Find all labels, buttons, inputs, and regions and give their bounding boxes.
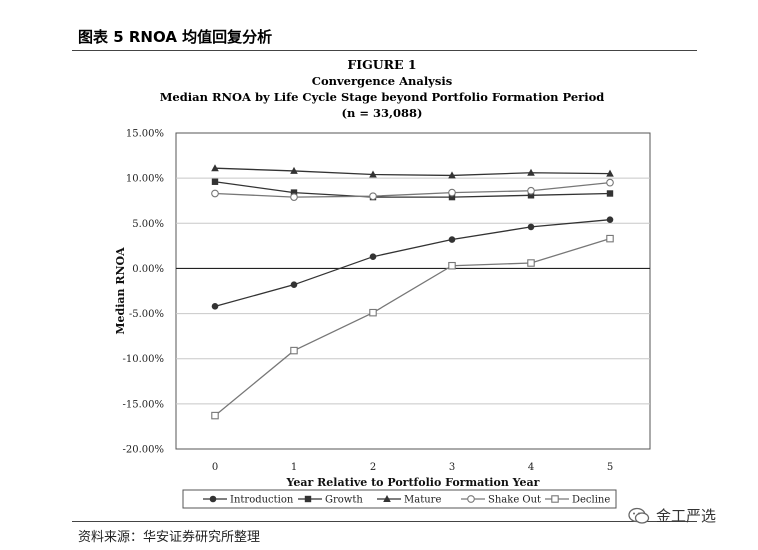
data-point-introduction xyxy=(211,303,219,310)
data-point-introduction xyxy=(527,223,535,231)
data-point-mature xyxy=(369,170,377,178)
legend-marker-shake-out xyxy=(467,495,475,503)
data-point-mature xyxy=(527,168,535,176)
x-tick-label: 0 xyxy=(212,462,218,473)
plot-frame xyxy=(175,132,651,450)
data-point-decline xyxy=(290,346,298,355)
data-point-shake-out xyxy=(369,192,377,201)
x-tick-label: 4 xyxy=(528,462,534,473)
x-axis-label: Year Relative to Portfolio Formation Yea… xyxy=(286,476,540,489)
data-point-growth xyxy=(290,189,298,196)
legend-label-shake-out: Shake Out xyxy=(488,495,541,506)
y-tick-label: 0.00% xyxy=(132,264,164,275)
data-point-mature xyxy=(448,171,456,179)
chart-subtitle-1: Convergence Analysis xyxy=(312,74,452,88)
data-point-introduction xyxy=(369,253,377,260)
y-tick-label: -15.00% xyxy=(122,399,164,410)
series-line-growth xyxy=(214,181,611,198)
data-point-shake-out xyxy=(527,186,535,195)
watermark-text: 金工严选 xyxy=(656,507,717,525)
y-tick-label: -5.00% xyxy=(129,309,164,320)
data-point-decline xyxy=(211,411,219,420)
legend-marker-mature xyxy=(383,495,391,502)
series-line-introduction xyxy=(214,219,611,307)
data-point-decline xyxy=(369,308,377,317)
chart-subtitle-3: (n = 33,088) xyxy=(342,106,423,120)
legend-label-introduction: Introduction xyxy=(230,495,294,506)
data-point-growth xyxy=(211,178,219,185)
data-point-shake-out xyxy=(606,178,614,187)
legend-marker-introduction xyxy=(209,495,217,503)
bottom-divider xyxy=(72,521,697,522)
data-point-shake-out xyxy=(448,188,456,197)
wechat-icon xyxy=(628,507,650,524)
data-point-introduction xyxy=(290,281,298,288)
y-tick-label: 5.00% xyxy=(132,219,164,230)
data-point-mature xyxy=(290,166,298,174)
y-tick-label: -10.00% xyxy=(122,354,164,365)
x-tick-label: 1 xyxy=(291,462,297,473)
data-point-decline xyxy=(606,234,614,243)
data-point-mature xyxy=(211,164,219,172)
data-point-decline xyxy=(527,259,535,267)
legend-label-decline: Decline xyxy=(572,495,610,506)
watermark: 金工严选 xyxy=(628,505,716,526)
chart-subtitle-2: Median RNOA by Life Cycle Stage beyond P… xyxy=(160,90,605,104)
y-tick-label: 15.00% xyxy=(126,129,164,140)
series-line-decline xyxy=(214,238,611,417)
y-tick-label: -20.00% xyxy=(122,445,164,456)
legend-label-mature: Mature xyxy=(404,495,441,506)
source-note: 资料来源：华安证券研究所整理 xyxy=(78,530,261,545)
y-axis-label: Median RNOA xyxy=(114,247,127,335)
data-point-growth xyxy=(606,190,614,197)
data-point-shake-out xyxy=(290,193,298,201)
data-point-growth xyxy=(448,193,456,201)
x-tick-label: 3 xyxy=(449,462,455,473)
series-line-shake-out xyxy=(214,182,611,198)
data-point-introduction xyxy=(448,236,456,243)
data-point-decline xyxy=(448,261,456,270)
top-divider xyxy=(72,50,697,51)
legend-marker-growth xyxy=(304,495,312,503)
x-tick-label: 5 xyxy=(607,462,613,473)
figure-caption: 图表 5 RNOA 均值回复分析 xyxy=(78,28,273,46)
legend-marker-decline xyxy=(551,495,559,503)
series-line-mature xyxy=(214,167,611,177)
data-point-growth xyxy=(527,192,535,199)
data-point-mature xyxy=(606,169,614,177)
data-point-shake-out xyxy=(211,189,219,198)
y-tick-label: 10.00% xyxy=(126,174,164,185)
legend-label-growth: Growth xyxy=(325,495,363,506)
chart-title: FIGURE 1 xyxy=(347,57,416,72)
data-point-introduction xyxy=(606,216,614,223)
x-tick-label: 2 xyxy=(370,462,376,473)
